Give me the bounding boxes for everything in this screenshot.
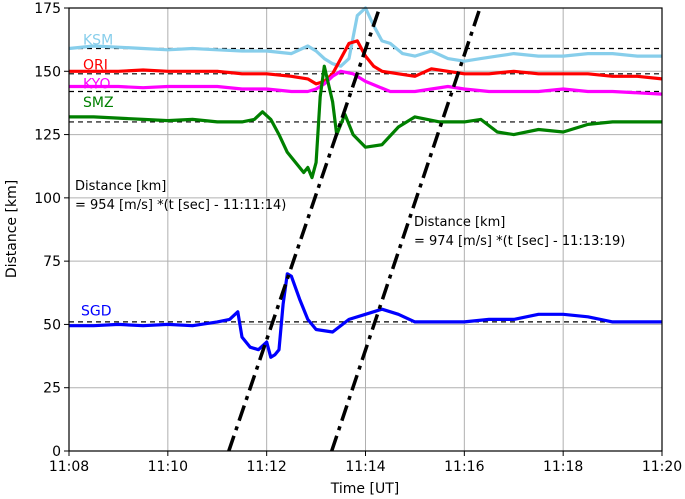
annotation-2: Distance [km] = 974 [m/s] *(t [sec] - 11… bbox=[414, 215, 625, 249]
x-tick-label: 11:10 bbox=[148, 459, 188, 475]
x-tick-label: 11:16 bbox=[444, 459, 484, 475]
y-ticks: 0 25 50 75 100 125 150 175 bbox=[34, 1, 69, 460]
fit-line-6 bbox=[227, 7, 382, 452]
x-tick-label: 11:20 bbox=[642, 459, 682, 475]
x-axis-title: Time [UT] bbox=[330, 481, 399, 497]
x-tick-label: 11:08 bbox=[49, 459, 89, 475]
kyo-label: KYO bbox=[83, 76, 111, 92]
annotation-2-line2: = 974 [m/s] *(t [sec] - 11:13:19) bbox=[414, 234, 625, 249]
sgd-label: SGD bbox=[81, 304, 112, 320]
annotation-1-line1: Distance [km] bbox=[75, 179, 166, 194]
kyo-line bbox=[69, 69, 663, 96]
y-tick-label: 0 bbox=[52, 444, 61, 460]
fit-lines bbox=[227, 7, 482, 452]
fit-line-7 bbox=[330, 7, 482, 452]
annotation-1: Distance [km] = 954 [m/s] *(t [sec] - 11… bbox=[75, 179, 286, 213]
x-ticks: 11:08 11:10 11:12 11:14 11:16 11:18 11:20 bbox=[49, 451, 682, 475]
ksm-label: KSM bbox=[83, 33, 113, 49]
y-tick-label: 125 bbox=[34, 128, 61, 144]
y-tick-label: 75 bbox=[43, 254, 61, 270]
y-tick-label: 100 bbox=[34, 191, 61, 207]
series-lines bbox=[68, 6, 663, 359]
ori-label: ORI bbox=[83, 57, 108, 73]
series-labels: KSM ORI KYO SMZ SGD bbox=[81, 33, 114, 320]
x-tick-label: 11:12 bbox=[246, 459, 286, 475]
annotation-1-line2: = 954 [m/s] *(t [sec] - 11:11:14) bbox=[75, 198, 286, 213]
smz-line bbox=[69, 64, 662, 180]
y-tick-label: 150 bbox=[34, 64, 61, 80]
y-axis-title: Distance [km] bbox=[4, 180, 20, 278]
x-tick-label: 11:18 bbox=[543, 459, 583, 475]
annotation-2-line1: Distance [km] bbox=[414, 215, 505, 230]
y-tick-label: 175 bbox=[34, 1, 61, 17]
x-tick-label: 11:14 bbox=[345, 459, 385, 475]
sgd-line bbox=[69, 272, 662, 359]
ori-line bbox=[69, 39, 663, 86]
y-tick-label: 50 bbox=[43, 317, 61, 333]
smz-label: SMZ bbox=[83, 95, 114, 111]
y-tick-label: 25 bbox=[43, 381, 61, 397]
